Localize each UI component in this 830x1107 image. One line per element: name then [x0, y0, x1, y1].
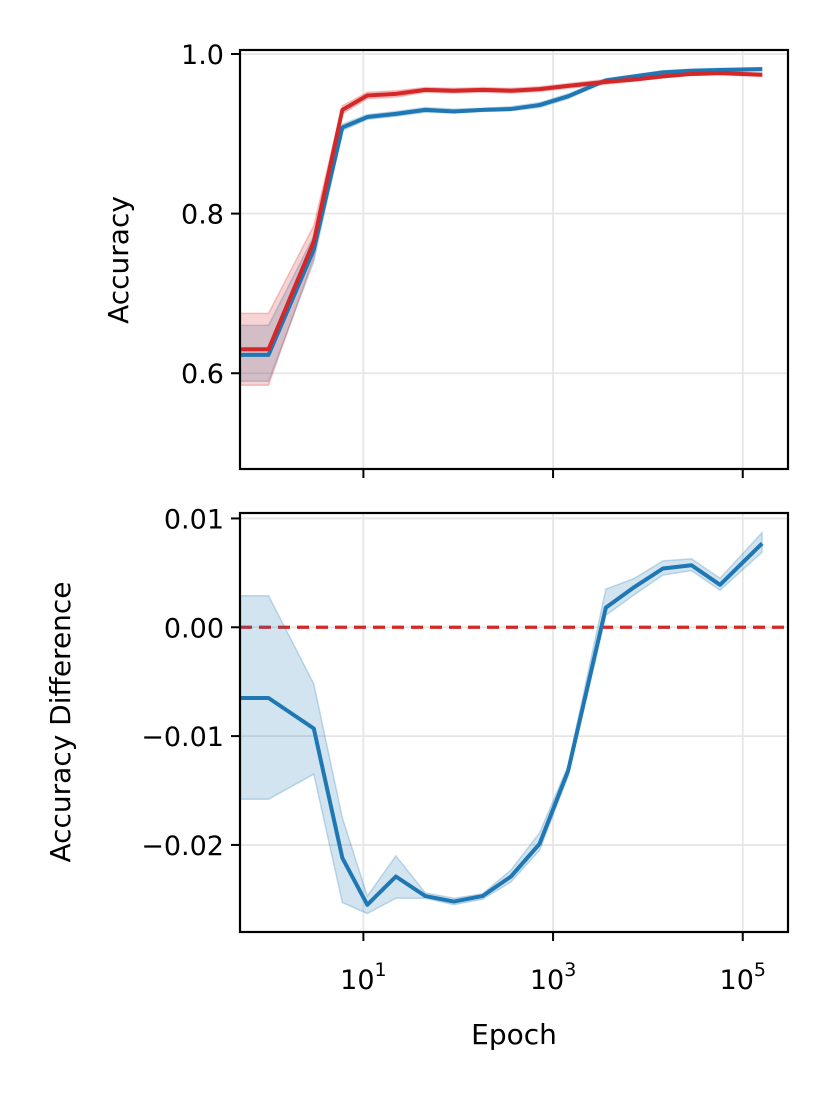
difference-x-tick-label: 103 — [530, 959, 576, 996]
accuracy-y-tick-label: 0.8 — [181, 200, 224, 231]
accuracy-series-line-0 — [240, 67, 763, 357]
difference-y-axis-label: Accuracy Difference — [44, 581, 77, 862]
difference-y-tick-label: −0.01 — [141, 722, 224, 753]
difference-axes-frame — [238, 511, 790, 934]
difference-x-axis-label: Epoch — [471, 1018, 557, 1051]
difference-x-tick-label: 105 — [720, 959, 766, 996]
difference-y-tick-label: 0.01 — [164, 504, 224, 535]
difference-x-tick-label: 101 — [340, 959, 386, 996]
difference-series-line-0 — [240, 542, 764, 907]
accuracy-y-tick-label: 1.0 — [181, 40, 224, 71]
accuracy-panel: 0.6 0.8 1.0 Accuracy — [102, 40, 790, 478]
difference-confidence-band-0 — [240, 530, 763, 915]
accuracy-plot-area — [240, 66, 763, 386]
accuracy-difference-panel: −0.02 −0.01 0.00 0.01 101 103 105 Accuracy Diff… — [44, 504, 790, 1051]
accuracy-axes-frame — [238, 48, 790, 471]
difference-y-tick-label: 0.00 — [164, 613, 224, 644]
accuracy-confidence-band-1 — [240, 70, 763, 386]
difference-plot-area — [240, 530, 788, 915]
difference-y-tick-label: −0.02 — [141, 831, 224, 862]
accuracy-y-axis-label: Accuracy — [102, 196, 135, 324]
accuracy-y-tick-label: 0.6 — [181, 359, 224, 390]
accuracy-series-line-1 — [240, 71, 763, 352]
